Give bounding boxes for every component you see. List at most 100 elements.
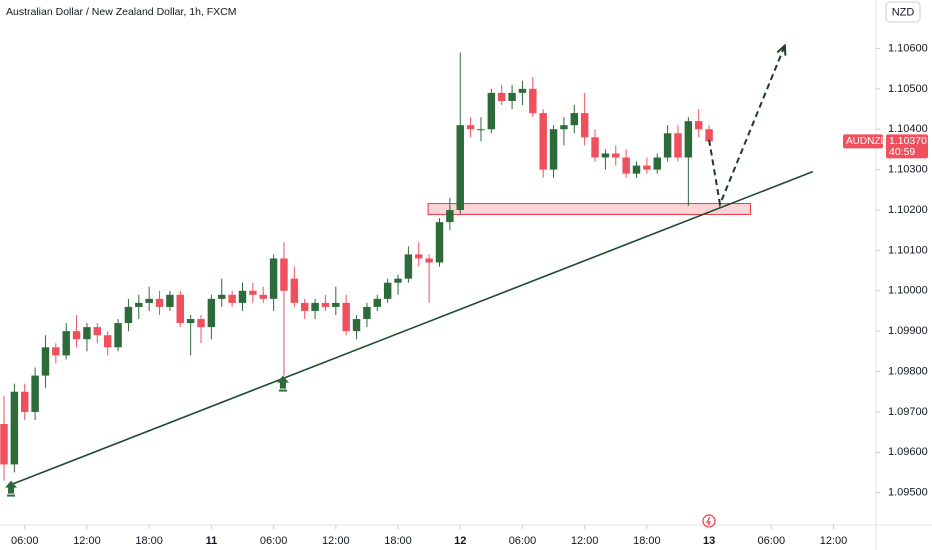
candle — [477, 117, 485, 142]
candle — [466, 117, 475, 138]
candle — [249, 282, 257, 303]
candle — [186, 315, 195, 356]
candle — [52, 343, 60, 364]
candle-body — [653, 157, 661, 170]
candle — [622, 149, 630, 178]
candle — [363, 302, 371, 328]
candle — [529, 76, 537, 118]
candle — [456, 52, 464, 215]
x-tick-label: 06:00 — [758, 535, 786, 547]
x-tick-label: 11 — [206, 535, 218, 547]
candle-body — [622, 157, 630, 174]
candle — [332, 286, 340, 315]
candle — [93, 323, 102, 344]
candle-body — [290, 278, 299, 303]
candle-body — [466, 125, 475, 130]
support-zone — [427, 203, 752, 215]
candle-body — [52, 347, 60, 356]
candle — [580, 92, 589, 146]
price-countdown: 40:59 — [889, 146, 915, 158]
candle — [62, 323, 70, 360]
candle-body — [632, 165, 641, 174]
candle-body — [529, 88, 537, 114]
currency-label: NZD — [892, 6, 915, 18]
currency-button[interactable] — [885, 1, 921, 23]
candle — [653, 153, 661, 174]
candle-body — [352, 319, 361, 332]
candle — [207, 294, 216, 340]
candle — [352, 315, 361, 340]
candle-body — [259, 294, 267, 299]
candle-body — [508, 92, 516, 101]
x-tick-label: 12:00 — [322, 535, 350, 547]
x-tick-label: 12:00 — [820, 535, 848, 547]
candle-body — [41, 347, 50, 376]
candle-body — [83, 327, 91, 340]
projection-path — [708, 45, 786, 208]
candle-body — [218, 294, 226, 299]
candle-body — [446, 210, 454, 223]
candle-body — [332, 302, 340, 307]
candle-body — [570, 113, 579, 126]
candle — [518, 80, 527, 105]
candle — [487, 88, 496, 134]
candle — [612, 145, 620, 166]
candle-body — [321, 302, 330, 307]
candle-body — [93, 327, 102, 336]
y-tick-label: 1.09900 — [888, 325, 928, 337]
y-tick-label: 1.10200 — [888, 204, 928, 216]
y-tick-label: 1.09500 — [888, 487, 928, 499]
candle — [72, 315, 81, 348]
candle — [601, 149, 610, 170]
candle — [497, 84, 506, 105]
y-tick-label: 1.10500 — [888, 83, 928, 95]
symbol-tag — [843, 134, 883, 149]
candle-body — [0, 424, 8, 465]
candle — [41, 335, 50, 388]
candle-body — [124, 306, 133, 324]
x-tick-label: 12:00 — [73, 535, 101, 547]
candle-body — [415, 254, 423, 259]
candle — [663, 125, 672, 162]
candle — [145, 286, 153, 311]
candle — [560, 117, 568, 146]
candle-body — [186, 319, 195, 324]
candle-body — [342, 302, 350, 332]
candle-body — [249, 290, 257, 295]
candle-body — [363, 306, 371, 320]
candle — [694, 109, 703, 138]
candle — [269, 254, 278, 311]
candle-body — [643, 165, 651, 170]
x-tick-label: 06:00 — [260, 535, 288, 547]
y-tick-label: 1.09700 — [888, 406, 928, 418]
candle — [643, 157, 651, 174]
candle — [549, 125, 558, 178]
candle-body — [549, 129, 558, 170]
candle-body — [591, 137, 599, 158]
candle-body — [114, 323, 122, 348]
y-tick-label: 1.10300 — [888, 164, 928, 176]
x-tick-label: 18:00 — [384, 535, 412, 547]
candle — [197, 315, 205, 344]
candle-body — [373, 298, 382, 307]
candle — [570, 105, 579, 134]
candle — [300, 298, 309, 320]
candle — [674, 125, 682, 162]
candle-body — [404, 254, 413, 279]
up-arrow-base — [278, 389, 287, 392]
candle — [238, 282, 247, 311]
candle-body — [684, 121, 693, 158]
candle-body — [72, 331, 81, 340]
candle — [321, 294, 330, 311]
candle-body — [394, 278, 402, 283]
candle-body — [663, 133, 672, 158]
candle — [591, 129, 599, 162]
candle-body — [497, 92, 506, 101]
trend-line — [10, 170, 814, 486]
candle-body — [238, 290, 247, 303]
y-tick-label: 1.09800 — [888, 365, 928, 377]
candle — [632, 161, 641, 178]
x-tick-label: 18:00 — [633, 535, 661, 547]
candle — [425, 254, 433, 303]
candle — [290, 266, 299, 307]
